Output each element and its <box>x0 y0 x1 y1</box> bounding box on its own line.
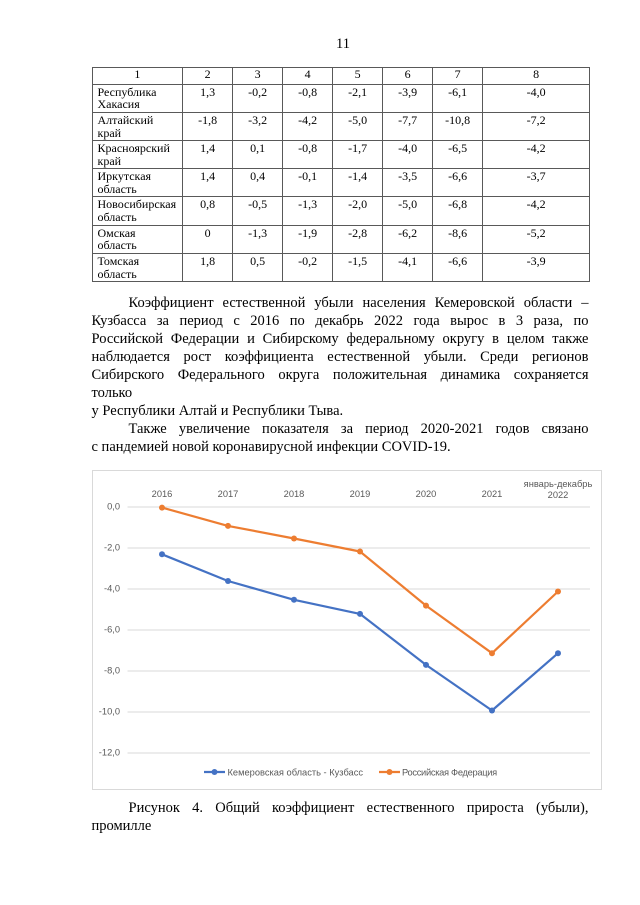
svg-text:-4,0: -4,0 <box>103 584 119 594</box>
svg-text:2019: 2019 <box>349 489 370 499</box>
svg-text:Российская Федерация: Российская Федерация <box>402 768 497 778</box>
svg-text:2020: 2020 <box>415 489 436 499</box>
svg-text:-6,0: -6,0 <box>103 625 119 635</box>
svg-text:2018: 2018 <box>283 489 304 499</box>
svg-text:0,0: 0,0 <box>107 502 120 512</box>
svg-text:2021: 2021 <box>481 489 502 499</box>
svg-text:-10,0: -10,0 <box>98 707 119 717</box>
svg-text:2016: 2016 <box>151 489 172 499</box>
svg-text:-2,0: -2,0 <box>103 543 119 553</box>
svg-text:2022: 2022 <box>547 490 568 500</box>
svg-text:январь-декабрь: январь-декабрь <box>523 479 592 489</box>
svg-text:-12,0: -12,0 <box>98 748 119 758</box>
svg-text:-8,0: -8,0 <box>103 666 119 676</box>
svg-text:2017: 2017 <box>217 489 238 499</box>
svg-text:Кемеровская область - Кузбасс: Кемеровская область - Кузбасс <box>227 768 363 778</box>
